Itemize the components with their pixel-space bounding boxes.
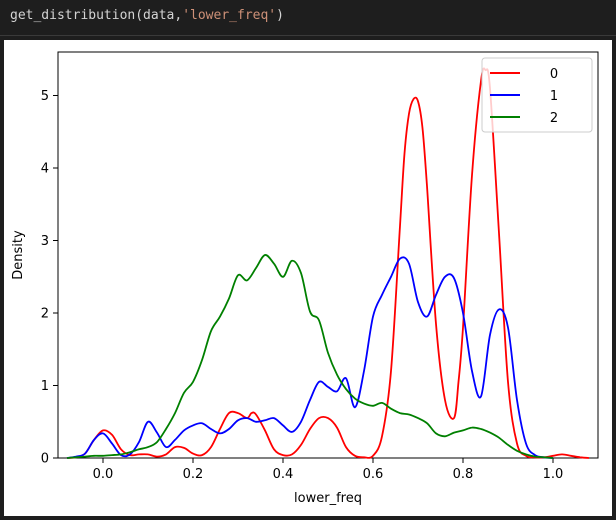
y-tick-label: 3 (41, 234, 49, 249)
x-tick-label: 0.8 (453, 467, 474, 482)
legend-label: 1 (550, 89, 558, 104)
y-tick-label: 0 (41, 452, 49, 467)
y-tick-label: 4 (41, 162, 49, 177)
legend-label: 0 (550, 67, 558, 82)
x-axis-label: lower_freq (294, 491, 362, 506)
y-tick-label: 5 (41, 89, 49, 104)
series-2-line (66, 254, 554, 459)
code-func: get_distribution (10, 8, 136, 23)
y-axis-label: Density (11, 230, 26, 280)
x-tick-label: 0.6 (363, 467, 384, 482)
x-tick-label: 0.4 (273, 467, 294, 482)
code-open: (data, (135, 8, 183, 23)
code-line[interactable]: get_distribution(data,'lower_freq') (10, 8, 284, 23)
x-tick-label: 1.0 (543, 467, 564, 482)
density-chart: 0 1 2 3 4 5 0.0 0.2 0.4 0.6 0.8 1.0 lower_freq Den… (11, 51, 599, 506)
legend-label: 2 (550, 111, 558, 126)
series-lines (66, 67, 590, 459)
legend-box (481, 57, 593, 133)
code-arg: 'lower_freq' (182, 8, 277, 23)
y-axis: 0 1 2 3 4 5 (41, 89, 58, 467)
y-tick-label: 1 (41, 379, 49, 394)
cell-output: 0 1 2 3 4 5 0.0 0.2 0.4 0.6 0.8 1.0 lower_freq Den… (4, 40, 612, 516)
x-axis: 0.0 0.2 0.4 0.6 0.8 1.0 (93, 458, 564, 482)
x-tick-label: 0.0 (93, 467, 114, 482)
series-1-line (66, 256, 554, 459)
series-0-line (66, 67, 590, 459)
y-tick-label: 2 (41, 307, 49, 322)
x-tick-label: 0.2 (183, 467, 204, 482)
code-cell[interactable]: get_distribution(data,'lower_freq') (0, 0, 616, 36)
code-close: ) (276, 8, 284, 23)
legend: 0 1 2 (481, 57, 593, 133)
